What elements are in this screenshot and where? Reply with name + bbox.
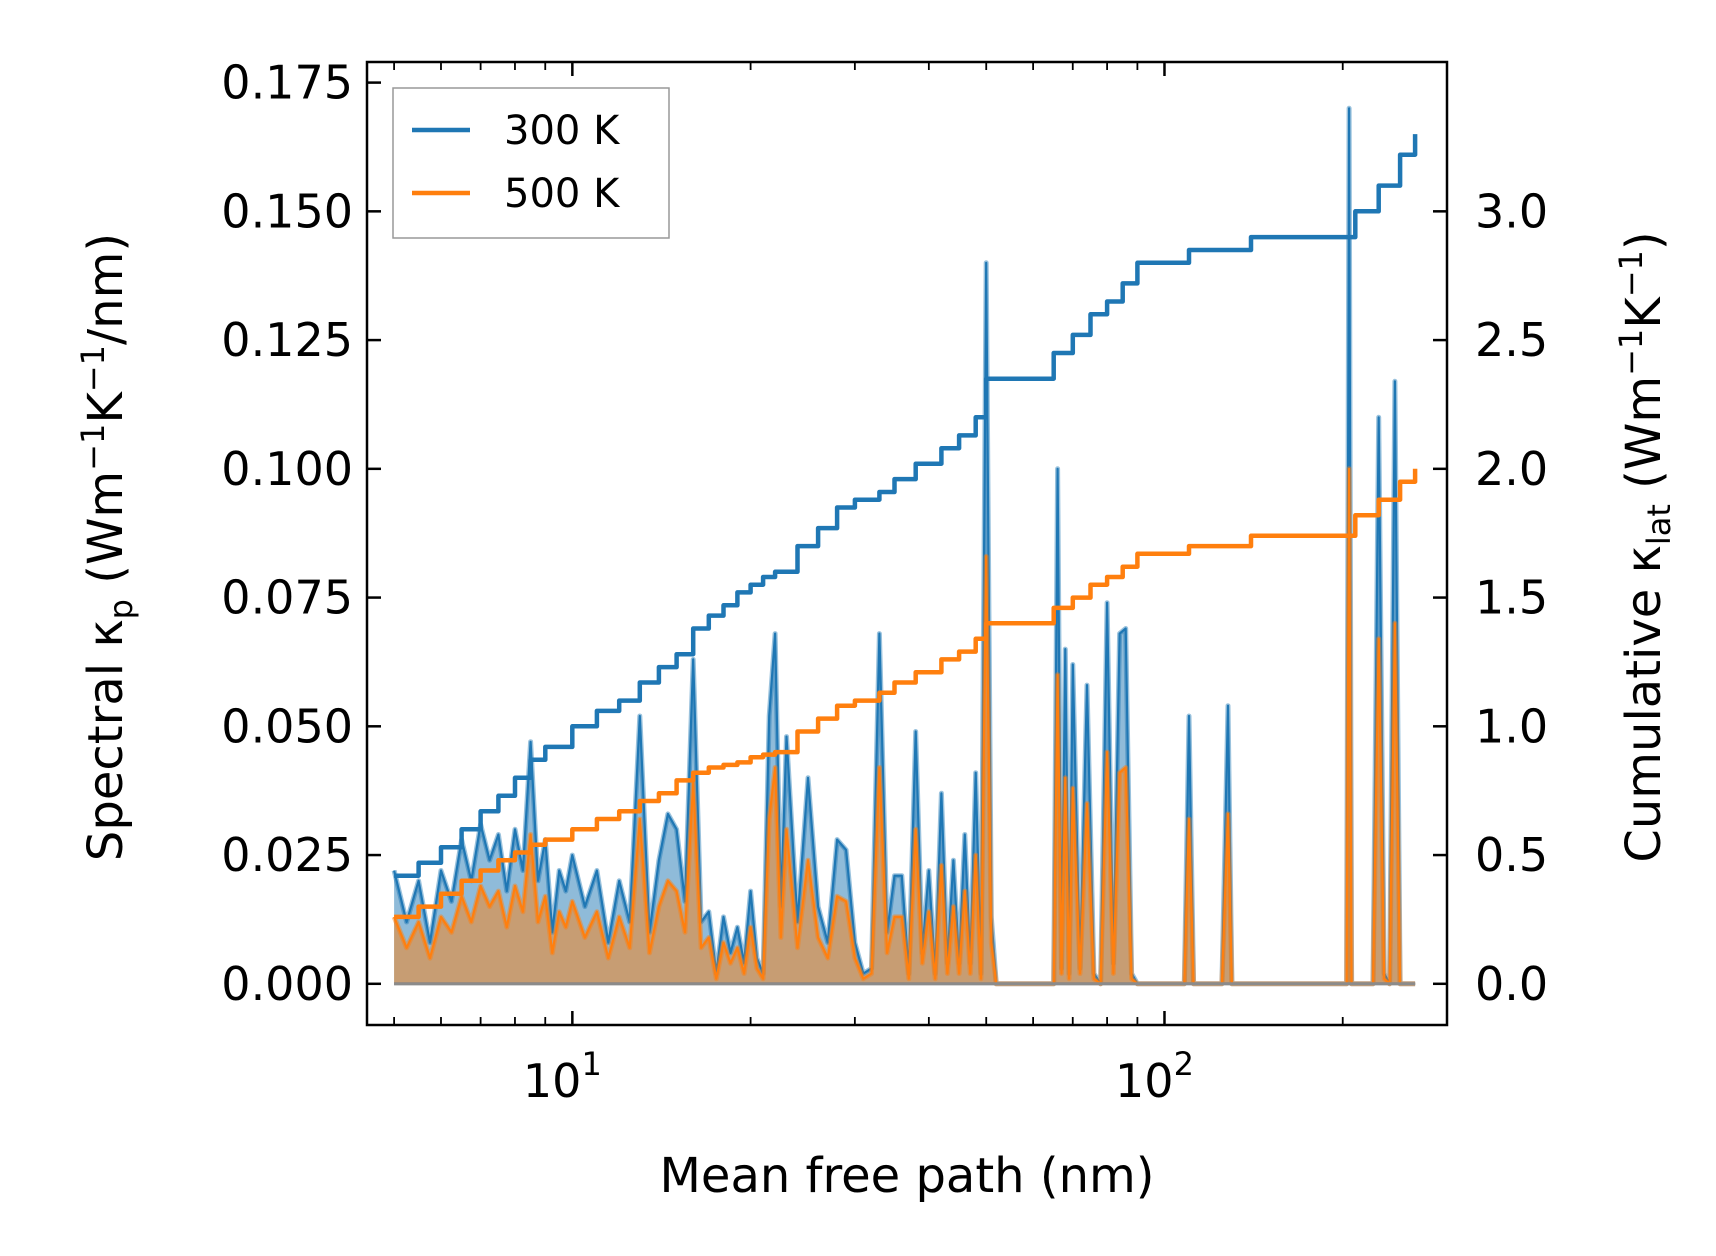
axis-ticks [367,62,1448,1025]
x-tick-exponent: 1 [581,1045,601,1083]
left-tick-label: 0.000 [221,957,353,1011]
right-tick-label: 0.0 [1475,957,1548,1011]
tick-labels: 0.000 0.025 0.050 0.075 0.100 0.125 0.150 0.175… [221,56,1548,1108]
right-tick-label: 1.5 [1475,571,1548,625]
left-tick-label: 0.100 [221,442,353,496]
series-lines [394,134,1418,920]
right-tick-label: 0.5 [1475,828,1548,882]
left-tick-label: 0.050 [221,699,353,753]
right-tick-label: 2.5 [1475,313,1548,367]
x-tick-exponent: 2 [1174,1045,1194,1083]
cumulative-300-k-line [394,134,1418,878]
x-axis-title: Mean free path (nm) [660,1148,1155,1204]
right-tick-label: 1.0 [1475,699,1548,753]
500-k-spectral-area [394,468,1416,984]
left-tick-label: 0.150 [221,184,353,238]
axes-frame [365,60,1449,1027]
legend-box [392,87,670,239]
left-tick-label: 0.125 [221,313,353,367]
left-tick-label: 0.175 [221,56,353,110]
300-k-spectral-line [393,107,1416,985]
legend-label-300k: 300 K [504,108,621,154]
spectral-fills [391,105,1416,987]
legend-label-500k: 500 K [504,171,621,217]
left-y-axis-title: Spectral κp (Wm−1K−1/nm) [74,233,140,861]
plot-area [391,105,1418,987]
legend: 300 K 500 K [392,87,670,239]
right-tick-label: 3.0 [1475,184,1548,238]
left-tick-label: 0.075 [221,571,353,625]
left-tick-label: 0.025 [221,828,353,882]
right-tick-label: 2.0 [1475,442,1548,496]
500-k-spectral-line [393,467,1416,985]
right-y-axis-title: Cumulative κlat (Wm−1K−1) [1612,231,1678,862]
cumulative-500-k-line [394,468,1418,920]
